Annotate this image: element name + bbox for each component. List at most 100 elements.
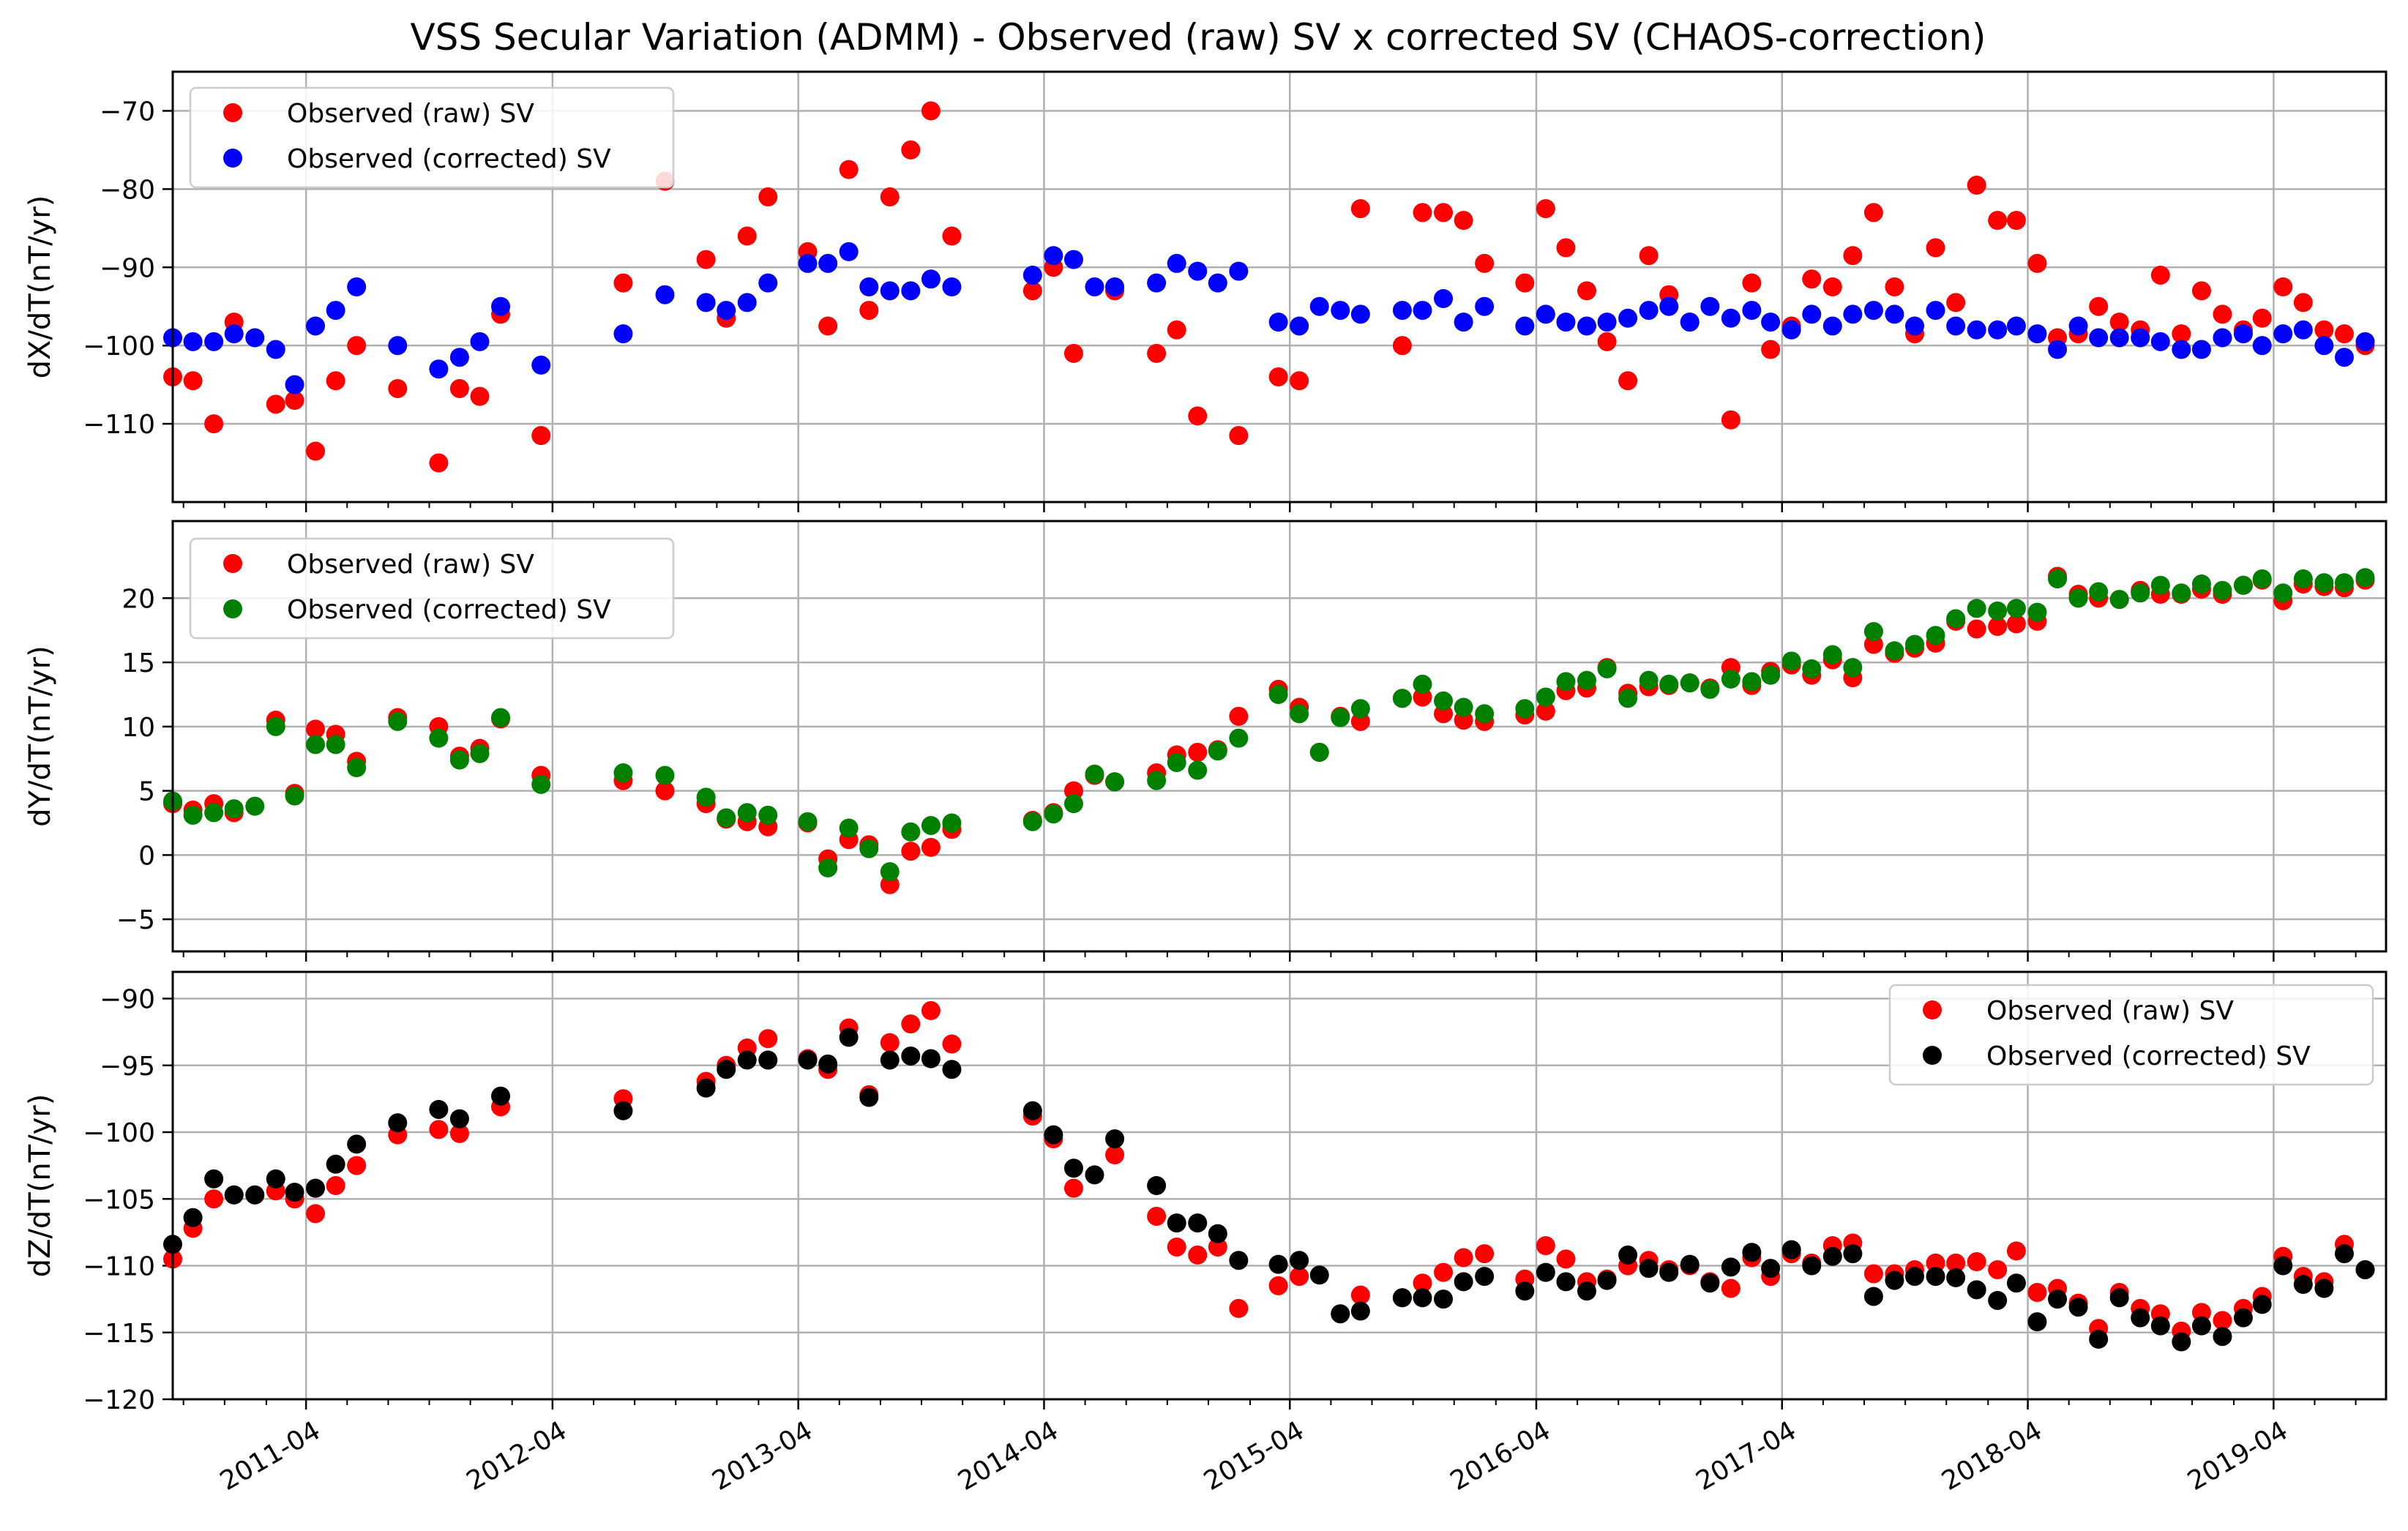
data-point	[1781, 320, 1801, 340]
data-point	[737, 226, 757, 246]
data-point	[921, 815, 941, 835]
data-point	[1208, 1224, 1227, 1243]
data-point	[1268, 1254, 1288, 1274]
data-point	[758, 273, 778, 293]
data-point	[2213, 1311, 2232, 1330]
data-point	[2172, 1332, 2191, 1352]
data-point	[2191, 281, 2211, 301]
data-point	[326, 735, 345, 755]
data-point	[2109, 1288, 2129, 1308]
data-point	[613, 324, 633, 344]
data-point	[388, 378, 408, 398]
data-point	[901, 842, 921, 861]
data-point	[1988, 616, 2008, 636]
chart-title: VSS Secular Variation (ADMM) - Observed …	[410, 16, 1986, 59]
data-point	[1290, 1251, 1309, 1270]
data-point	[2355, 568, 2375, 588]
data-point	[2191, 574, 2211, 594]
data-point	[1618, 371, 1638, 391]
data-point	[2233, 1308, 2253, 1328]
data-point	[1044, 1125, 1063, 1145]
data-point	[1885, 277, 1904, 296]
data-point	[1781, 1240, 1801, 1259]
data-point	[1577, 316, 1596, 336]
data-point	[2150, 575, 2170, 595]
data-point	[1967, 1280, 1986, 1300]
series-2	[163, 1027, 2375, 1352]
data-point	[1268, 1276, 1288, 1295]
data-point	[1721, 1279, 1740, 1298]
data-point	[1188, 742, 1208, 762]
data-point	[1742, 672, 1762, 692]
y-tick-label: 20	[121, 584, 155, 614]
data-point	[2172, 583, 2191, 603]
data-point	[1822, 1246, 1842, 1266]
data-point	[531, 355, 551, 375]
data-point	[224, 324, 244, 344]
data-point	[2273, 324, 2293, 344]
data-point	[1556, 1249, 1576, 1269]
y-tick-label: 5	[138, 777, 155, 807]
data-point	[1536, 687, 1555, 707]
data-point	[1761, 1259, 1781, 1279]
data-point	[1742, 301, 1762, 321]
data-point	[1863, 621, 1883, 641]
data-point	[2252, 336, 2272, 356]
data-point	[2191, 1316, 2211, 1336]
data-point	[717, 1060, 736, 1079]
y-tick-label: −105	[83, 1185, 155, 1215]
data-point	[1556, 672, 1576, 692]
data-point	[2191, 1303, 2211, 1322]
data-point	[839, 818, 859, 838]
data-point	[1063, 1158, 1083, 1178]
axes-frame	[171, 520, 2388, 953]
data-point	[1967, 599, 1986, 618]
data-point	[1392, 689, 1412, 708]
data-point	[2109, 590, 2129, 610]
data-point	[266, 340, 285, 359]
data-point	[717, 808, 736, 828]
data-point	[1618, 689, 1638, 708]
data-point	[1413, 1273, 1432, 1293]
data-point	[2314, 1279, 2334, 1298]
data-point	[1229, 706, 1249, 726]
data-point	[204, 414, 224, 434]
data-point	[901, 140, 921, 160]
y-tick-label: −110	[83, 1252, 155, 1282]
data-point	[2191, 340, 2211, 359]
data-point	[1022, 265, 1042, 285]
axes-frame	[171, 970, 2388, 1401]
data-point	[2131, 328, 2150, 348]
legend: Observed (raw) SV Observed (corrected) SV	[189, 537, 675, 640]
data-point	[285, 375, 304, 394]
data-point	[1946, 1268, 1966, 1287]
data-point	[1967, 320, 1986, 340]
data-point	[1188, 261, 1208, 281]
data-point	[2089, 1329, 2109, 1349]
data-point	[1618, 1245, 1638, 1265]
data-point	[901, 281, 921, 301]
data-point	[696, 1078, 716, 1098]
data-point	[1597, 332, 1617, 351]
data-point	[2068, 316, 2088, 336]
data-point	[2006, 1273, 2026, 1293]
data-point	[1229, 426, 1249, 446]
data-point	[1188, 1245, 1208, 1265]
legend-marker	[1923, 1000, 1942, 1019]
data-point	[1515, 273, 1535, 293]
data-point	[737, 293, 757, 312]
data-point	[1188, 406, 1208, 426]
data-point	[2027, 253, 2047, 273]
data-point	[613, 763, 633, 783]
data-point	[1085, 764, 1104, 784]
data-point	[2048, 569, 2068, 588]
data-point	[347, 758, 367, 778]
y-axis-label: dZ/dT(nT/yr)	[23, 1094, 57, 1278]
data-point	[245, 796, 265, 816]
y-axis-label: dY/dT(nT/yr)	[23, 645, 57, 827]
data-point	[1290, 371, 1309, 391]
data-point	[1208, 273, 1227, 293]
data-point	[2027, 602, 2047, 622]
data-point	[2273, 583, 2293, 603]
